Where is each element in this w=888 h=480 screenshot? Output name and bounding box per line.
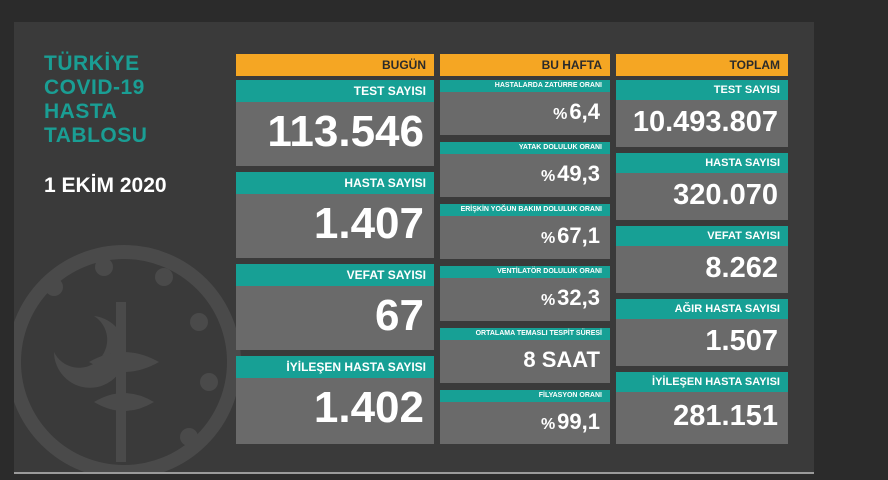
value-number: 99,1 xyxy=(557,409,600,434)
card-value: 281.151 xyxy=(673,400,778,432)
card-label: YATAK DOLULUK ORANI xyxy=(440,142,610,154)
card-value: %32,3 xyxy=(440,278,610,321)
card-value: 10.493.807 xyxy=(632,106,778,138)
title-line: HASTA xyxy=(44,100,118,123)
week-icu-card: ERİŞKİN YOĞUN BAKIM DOLULUK ORANI %67,1 xyxy=(440,204,610,259)
today-test-card: TEST SAYISI 113.546 xyxy=(236,80,434,166)
week-ventilator-card: VENTİLATÖR DOLULUK ORANI %32,3 xyxy=(440,266,610,321)
card-label: ERİŞKİN YOĞUN BAKIM DOLULUK ORANI xyxy=(440,204,610,216)
week-pneumonia-card: HASTALARDA ZATÜRRE ORANI %6,4 xyxy=(440,80,610,135)
total-recovered-card: İYİLEŞEN HASTA SAYISI 281.151 xyxy=(616,372,788,444)
card-label: ORTALAMA TEMASLI TESPİT SÜRESİ xyxy=(440,328,610,340)
card-label: VENTİLATÖR DOLULUK ORANI xyxy=(440,266,610,278)
report-date: 1 EKİM 2020 xyxy=(44,174,167,197)
title-line: TÜRKİYE xyxy=(44,52,140,75)
value-number: 6,4 xyxy=(569,99,600,124)
week-filiation-card: FİLYASYON ORANI %99,1 xyxy=(440,390,610,444)
card-label: İYİLEŞEN HASTA SAYISI xyxy=(616,372,788,392)
value-number: 8 SAAT xyxy=(523,347,600,372)
card-label: TEST SAYISI xyxy=(236,80,434,102)
percent-sign: % xyxy=(540,168,556,185)
card-label: HASTALARDA ZATÜRRE ORANI xyxy=(440,80,610,92)
card-value: %67,1 xyxy=(440,216,610,259)
percent-sign: % xyxy=(540,416,556,433)
card-value: 320.070 xyxy=(673,179,778,211)
card-value: 8 SAAT xyxy=(440,340,610,383)
card-label: FİLYASYON ORANI xyxy=(440,390,610,402)
card-value: %49,3 xyxy=(440,154,610,197)
card-label: AĞIR HASTA SAYISI xyxy=(616,299,788,319)
card-label: TEST SAYISI xyxy=(616,80,788,100)
percent-sign: % xyxy=(553,106,568,123)
value-number: 49,3 xyxy=(557,161,600,186)
value-number: 67,1 xyxy=(557,223,600,248)
today-recovered-card: İYİLEŞEN HASTA SAYISI 1.402 xyxy=(236,356,434,444)
card-value: 113.546 xyxy=(267,107,424,156)
value-number: 32,3 xyxy=(557,285,600,310)
today-death-card: VEFAT SAYISI 67 xyxy=(236,264,434,350)
header-week: BU HAFTA xyxy=(440,54,610,76)
total-test-card: TEST SAYISI 10.493.807 xyxy=(616,80,788,147)
week-bed-card: YATAK DOLULUK ORANI %49,3 xyxy=(440,142,610,197)
card-label: VEFAT SAYISI xyxy=(236,264,434,286)
card-value: 1.402 xyxy=(313,383,424,432)
card-value: 1.407 xyxy=(313,199,424,248)
card-label: VEFAT SAYISI xyxy=(616,226,788,246)
card-label: HASTA SAYISI xyxy=(616,153,788,173)
percent-sign: % xyxy=(540,292,556,309)
total-case-card: HASTA SAYISI 320.070 xyxy=(616,153,788,220)
card-value: %6,4 xyxy=(440,92,610,135)
percent-sign: % xyxy=(540,230,556,247)
week-contact-card: ORTALAMA TEMASLI TESPİT SÜRESİ 8 SAAT xyxy=(440,328,610,383)
page-title: TÜRKİYE COVID-19 HASTA TABLOSU xyxy=(44,52,147,148)
ministry-emblem-icon xyxy=(14,245,241,472)
card-value: %99,1 xyxy=(440,402,610,445)
bottom-divider xyxy=(14,472,814,474)
title-line: TABLOSU xyxy=(44,124,148,147)
title-line: COVID-19 xyxy=(44,76,145,99)
header-total: TOPLAM xyxy=(616,54,788,76)
card-value: 67 xyxy=(375,291,424,340)
card-value: 8.262 xyxy=(705,252,778,284)
total-critical-card: AĞIR HASTA SAYISI 1.507 xyxy=(616,299,788,366)
header-today: BUGÜN xyxy=(236,54,434,76)
card-label: İYİLEŞEN HASTA SAYISI xyxy=(236,356,434,378)
card-label: HASTA SAYISI xyxy=(236,172,434,194)
card-value: 1.507 xyxy=(705,325,778,357)
today-case-card: HASTA SAYISI 1.407 xyxy=(236,172,434,258)
total-death-card: VEFAT SAYISI 8.262 xyxy=(616,226,788,293)
dashboard-panel: TÜRKİYE COVID-19 HASTA TABLOSU 1 EKİM 20… xyxy=(14,22,814,472)
